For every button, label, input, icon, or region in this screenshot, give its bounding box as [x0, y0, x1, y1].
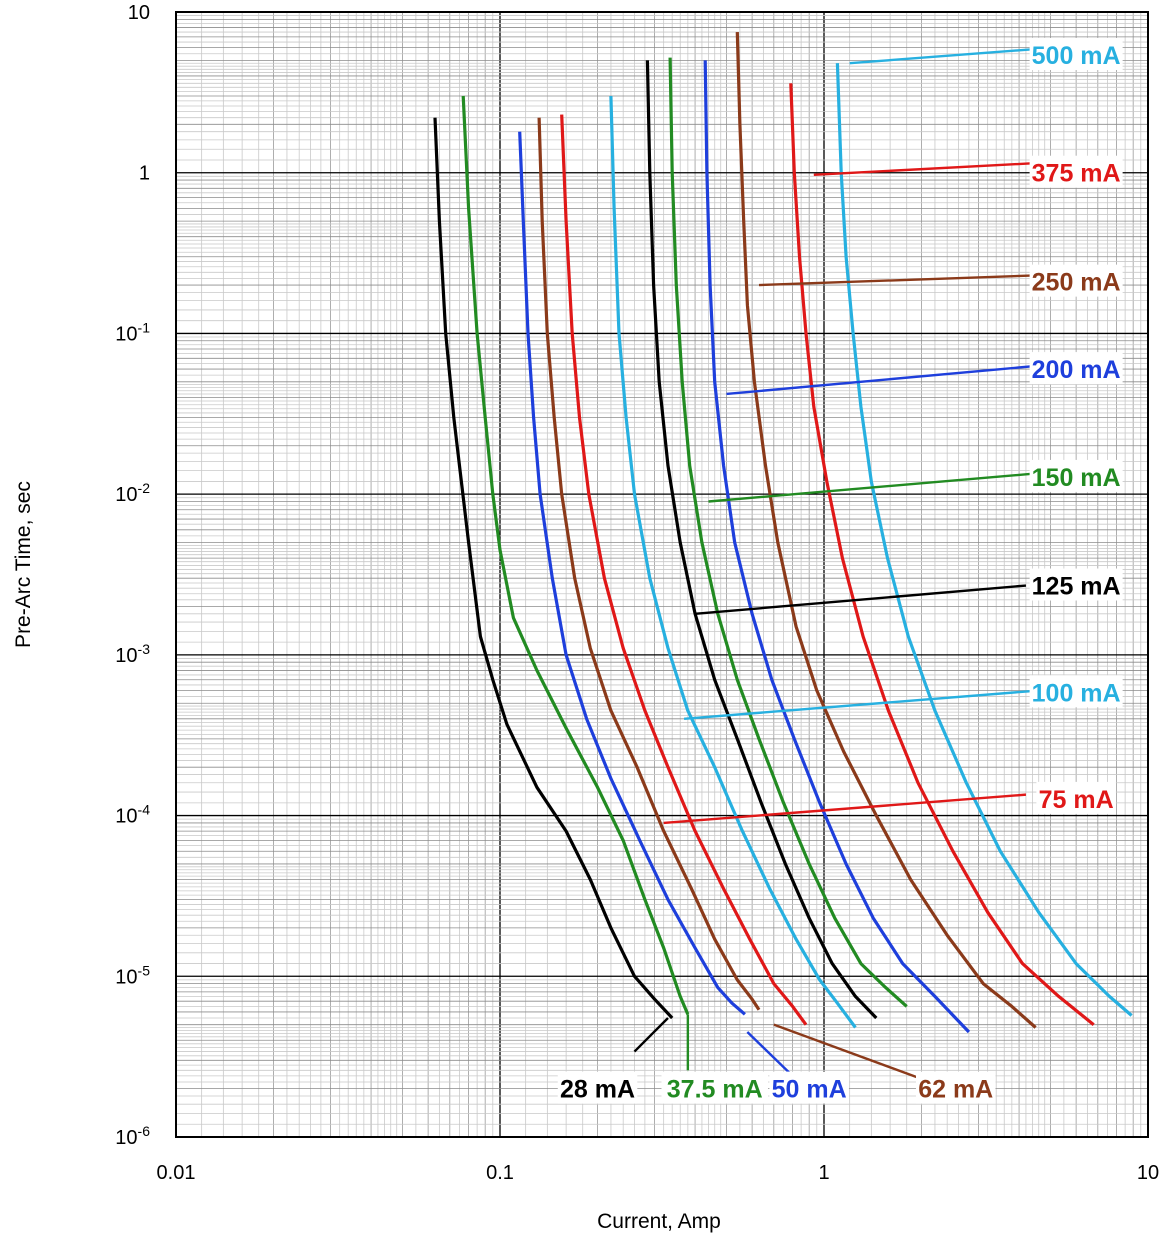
series-labels: 28 mA 37.5 mA 50 mA 62 mA 75 mA 100 mA 125 mA 1… [557, 38, 1123, 1104]
curve-62-ma [537, 117, 761, 1011]
y-tick-exponent: -5 [138, 962, 151, 978]
series-label-50-ma: 50 mA [772, 1076, 847, 1104]
curve-37-5-ma [461, 95, 690, 1015]
label-backdrop-500-ma [1029, 38, 1123, 71]
leader-150-ma [708, 472, 1039, 503]
y-tick-base: 10 [128, 2, 150, 24]
curve-75-ma [560, 114, 808, 1026]
label-backdrop-100-ma [1029, 675, 1123, 708]
leader-200-ma [726, 364, 1039, 396]
x-tick-label: 1 [818, 1162, 829, 1184]
leader-375-ma [813, 161, 1039, 177]
series-label-500-ma: 500 mA [1032, 42, 1121, 70]
leader-500-ma [849, 47, 1039, 65]
y-tick-base: 10 [115, 484, 137, 506]
x-tick-label: 0.01 [157, 1162, 196, 1184]
y-tick-exponent: -2 [138, 480, 151, 496]
y-tick-label: 10-5 [115, 962, 150, 988]
label-backdrop-75-ma [1036, 781, 1116, 814]
label-backdrop-150-ma [1029, 459, 1123, 492]
y-tick-exponent: -4 [138, 802, 151, 818]
y-tick-exponent: -1 [138, 319, 151, 335]
plot-frame [175, 11, 1149, 1138]
y-tick-exponent: -3 [138, 641, 151, 657]
leader-100-ma [684, 689, 1039, 721]
leader-50-ma [746, 1031, 794, 1077]
series-label-62-ma: 62 mA [918, 1076, 993, 1104]
series-label-150-ma: 150 mA [1032, 464, 1121, 492]
label-backdrop-250-ma [1029, 264, 1123, 297]
y-axis-title: Pre-Arc Time, sec [12, 481, 35, 648]
label-leaders [633, 47, 1039, 1080]
x-tick-label: 10 [1137, 1162, 1159, 1184]
curve-28-ma [433, 117, 674, 1020]
series-label-28-ma: 28 mA [560, 1076, 635, 1104]
series-label-250-ma: 250 mA [1032, 269, 1121, 297]
label-backdrop-28-ma [557, 1071, 638, 1104]
y-tick-base: 10 [115, 323, 137, 345]
y-tick-base: 10 [115, 806, 137, 828]
series-label-37-5-ma: 37.5 mA [667, 1076, 763, 1104]
x-axis-title: Current, Amp [597, 1210, 721, 1233]
leader-125-ma [694, 584, 1027, 616]
curve-250-ma [735, 32, 1037, 1029]
label-backdrop-125-ma [1029, 568, 1123, 601]
leader-62-ma [773, 1023, 922, 1080]
label-backdrop-37-5-ma [661, 1071, 768, 1104]
series-label-375-ma: 375 mA [1032, 160, 1121, 188]
y-tick-base: 10 [115, 966, 137, 988]
curve-150-ma [668, 57, 908, 1008]
series-label-100-ma: 100 mA [1032, 679, 1121, 707]
label-backdrop-200-ma [1029, 352, 1123, 385]
label-backdrop-375-ma [1029, 155, 1123, 188]
label-backdrop-62-ma [915, 1071, 996, 1104]
curve-50-ma [518, 131, 746, 1016]
y-tick-label: 10-6 [115, 1123, 150, 1149]
series-curves [433, 32, 1133, 1034]
series-label-125-ma: 125 mA [1032, 573, 1121, 601]
label-backdrop-50-ma [769, 1071, 849, 1104]
y-tick-label: 1 [139, 163, 150, 185]
y-tick-base: 1 [139, 163, 150, 185]
series-label-200-ma: 200 mA [1032, 356, 1121, 384]
leader-75-ma [663, 793, 1027, 825]
curve-100-ma [609, 95, 857, 1029]
curve-125-ma [645, 60, 878, 1020]
leader-250-ma [758, 274, 1039, 287]
grid [175, 12, 1148, 1138]
curve-200-ma [703, 60, 971, 1034]
y-tick-base: 10 [115, 1127, 137, 1149]
x-tick-label: 0.1 [486, 1162, 514, 1184]
y-tick-label: 10-4 [115, 802, 150, 828]
y-tick-label: 10-3 [115, 641, 150, 667]
y-tick-exponent: -6 [138, 1123, 151, 1139]
series-label-75-ma: 75 mA [1039, 786, 1114, 814]
y-tick-label: 10-1 [115, 319, 150, 345]
curve-375-ma [789, 83, 1095, 1026]
y-tick-label: 10 [128, 2, 150, 24]
y-tick-label: 10-2 [115, 480, 150, 506]
leader-28-ma [633, 1017, 669, 1053]
x-tick-labels: 0.01 0.1 1 10 [157, 1162, 1160, 1184]
y-tick-base: 10 [115, 645, 137, 667]
